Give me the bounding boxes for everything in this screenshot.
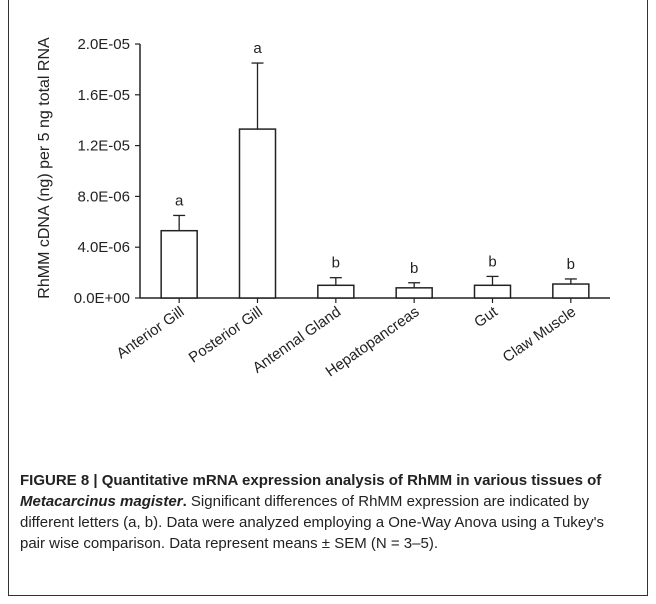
significance-letter: b xyxy=(332,255,340,272)
x-tick-label: Posterior Gill xyxy=(186,303,266,366)
y-tick-label: 1.2E-05 xyxy=(77,138,130,155)
x-tick-label: Anterior Gill xyxy=(114,303,188,362)
figure-caption: FIGURE 8 | Quantitative mRNA expression … xyxy=(20,470,632,554)
caption-label: FIGURE 8 | Quantitative mRNA expression … xyxy=(20,472,602,489)
axes: 0.0E+00 4.0E-06 8.0E-06 1.2E-05 1.6E-05 2.0E-… xyxy=(74,36,610,307)
y-axis-label: RhMM cDNA (ng) per 5 ng total RNA xyxy=(36,37,53,299)
caption-label-end: . xyxy=(182,493,187,510)
caption-text: Significant differences of RhMM expressi… xyxy=(20,493,604,552)
bar xyxy=(317,284,355,299)
significance-letter: a xyxy=(175,192,184,209)
x-tick-label: Gut xyxy=(471,303,501,331)
y-tick-label: 0.0E+00 xyxy=(74,290,130,307)
significance-letter: b xyxy=(410,260,418,277)
figure-frame xyxy=(8,0,648,596)
bar xyxy=(160,229,198,299)
significance-letter: b xyxy=(488,253,496,270)
x-tick-label: Claw Muscle xyxy=(500,303,579,366)
y-tick-label: 1.6E-05 xyxy=(77,87,130,104)
significance-letter: a xyxy=(253,40,262,57)
bar xyxy=(395,287,433,299)
bar xyxy=(238,128,277,299)
bar xyxy=(552,283,590,299)
y-tick-label: 8.0E-06 xyxy=(77,188,130,205)
bar xyxy=(473,284,512,299)
y-tick-label: 4.0E-06 xyxy=(77,239,130,256)
y-tick-label: 2.0E-05 xyxy=(77,36,130,53)
caption-species: Metacarcinus magister xyxy=(20,493,183,510)
bar-chart: RhMM cDNA (ng) per 5 ng total RNA 0.0E+0… xyxy=(36,36,610,380)
significance-letter: b xyxy=(567,256,575,273)
